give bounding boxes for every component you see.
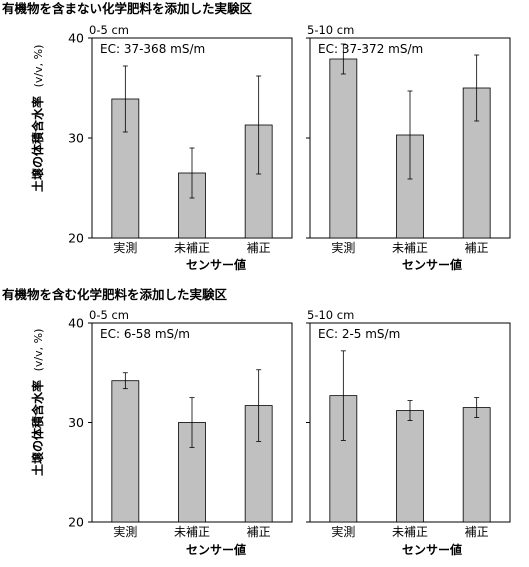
category-label: 実測: [113, 524, 137, 539]
y-axis-label-2-text: 土壌の体積含水率: [30, 380, 45, 476]
y-tick-label: 20: [68, 515, 84, 530]
category-label: 補正: [465, 525, 489, 539]
y-tick-label: 30: [68, 415, 84, 430]
ec-annotation: EC: 37-372 mS/m: [318, 42, 423, 56]
y-tick-label: 40: [68, 31, 84, 46]
x-axis-label-1: センサー値: [186, 257, 246, 272]
y-tick-label: 40: [68, 316, 84, 331]
y-axis-label-1: 土壌の体積含水率 (v/v, %): [30, 45, 45, 192]
panel-title: 0-5 cm: [89, 23, 129, 37]
y-axis-label-2: 土壌の体積含水率 (v/v, %): [30, 329, 45, 476]
bar: [329, 58, 358, 239]
category-label: 実測: [331, 524, 355, 539]
panel-title: 5-10 cm: [307, 308, 354, 322]
bar: [111, 380, 140, 523]
ec-annotation: EC: 6-58 mS/m: [100, 327, 190, 341]
bar: [462, 407, 491, 523]
y-axis-label-1-text: 土壌の体積含水率: [30, 96, 45, 192]
x-axis-label-3: センサー値: [186, 542, 246, 557]
category-label: 未補正: [392, 525, 428, 539]
category-label: 実測: [331, 240, 355, 255]
chart-panel-3: 0-5 cm EC: 6-58 mS/m 20 30 40 実測 未補正 補正: [68, 308, 293, 539]
category-label: 未補正: [392, 241, 428, 255]
bar: [396, 410, 424, 523]
chart-panel-2: 5-10 cm EC: 37-372 mS/m 実測 未補正 補正: [306, 23, 511, 255]
y-tick-label: 30: [68, 131, 84, 146]
ec-annotation: EC: 37-368 mS/m: [100, 42, 205, 56]
y-axis-unit-2: (v/v, %): [32, 329, 45, 372]
chart-panel-4: 5-10 cm EC: 2-5 mS/m 実測 未補正 補正: [306, 308, 511, 539]
category-label: 未補正: [174, 241, 210, 255]
y-axis-unit-1: (v/v, %): [32, 45, 45, 88]
section-2-title: 有機物を含む化学肥料を添加した実験区: [2, 287, 228, 302]
section-1-title: 有機物を含まない化学肥料を添加した実験区: [2, 1, 253, 16]
x-axis-label-4: センサー値: [402, 542, 462, 557]
category-label: 補正: [247, 241, 271, 255]
x-axis-label-2: センサー値: [402, 257, 462, 272]
panel-title: 5-10 cm: [307, 23, 354, 37]
ec-annotation: EC: 2-5 mS/m: [318, 327, 400, 341]
panel-title: 0-5 cm: [89, 308, 129, 322]
category-label: 実測: [113, 240, 137, 255]
category-label: 補正: [247, 525, 271, 539]
y-tick-label: 20: [68, 231, 84, 246]
category-label: 未補正: [174, 525, 210, 539]
chart-panel-1: 0-5 cm EC: 37-368 mS/m 20 30 40 実測 未補正 補正: [68, 23, 293, 255]
category-label: 補正: [465, 241, 489, 255]
